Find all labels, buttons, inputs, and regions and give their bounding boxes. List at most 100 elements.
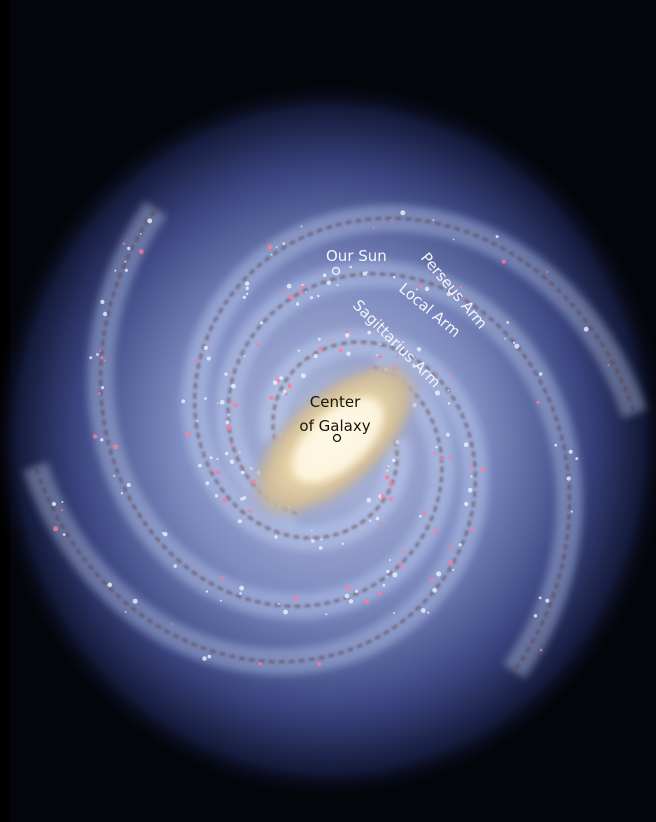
star-knot xyxy=(53,526,59,532)
star-knot xyxy=(127,246,131,251)
star-knot xyxy=(275,246,278,249)
star-knot xyxy=(288,294,294,300)
star-knot xyxy=(463,442,469,448)
star-knot xyxy=(258,661,263,666)
star-knot xyxy=(341,542,345,545)
star-knot xyxy=(446,432,450,437)
star-knot xyxy=(570,510,573,513)
star-knot xyxy=(225,420,230,425)
star-knot xyxy=(242,496,247,500)
star-knot xyxy=(196,419,199,422)
star-knot xyxy=(200,453,203,456)
star-knot xyxy=(107,582,113,588)
star-knot xyxy=(101,386,105,390)
star-knot xyxy=(62,533,66,536)
star-knot xyxy=(344,333,350,338)
star-knot xyxy=(380,494,385,499)
star-knot xyxy=(238,451,241,453)
star-knot xyxy=(244,281,250,286)
star-knot xyxy=(430,578,434,583)
star-knot xyxy=(51,501,57,507)
star-knot xyxy=(274,535,278,539)
star-knot xyxy=(96,353,99,356)
star-knot xyxy=(173,564,177,568)
star-knot xyxy=(185,431,191,436)
star-knot xyxy=(163,532,168,537)
star-knot xyxy=(448,456,453,460)
center-label-line1: Center xyxy=(310,393,361,411)
star-knot xyxy=(242,295,246,299)
star-knot xyxy=(89,356,93,360)
star-knot xyxy=(102,311,108,317)
star-knot xyxy=(506,321,510,324)
star-knot xyxy=(386,569,390,574)
star-knot xyxy=(231,383,236,389)
star-knot xyxy=(379,343,382,345)
star-knot xyxy=(376,354,378,357)
star-knot xyxy=(432,587,437,593)
star-knot xyxy=(369,519,372,522)
sun-marker xyxy=(331,266,341,276)
star-knot xyxy=(318,346,323,351)
star-knot xyxy=(282,242,286,245)
star-knot xyxy=(447,402,451,405)
star-knot xyxy=(313,354,318,358)
star-knot xyxy=(230,444,234,447)
star-knot xyxy=(448,559,454,565)
star-knot xyxy=(392,343,394,346)
star-knot xyxy=(433,529,438,534)
star-knot xyxy=(435,446,438,449)
center-marker xyxy=(332,433,342,443)
star-knot xyxy=(220,599,223,602)
star-knot xyxy=(440,457,444,461)
star-knot xyxy=(512,341,516,344)
star-knot xyxy=(285,392,288,396)
center-label-line2: of Galaxy xyxy=(299,417,370,435)
star-knot xyxy=(422,510,426,515)
star-knot xyxy=(338,348,343,353)
star-knot xyxy=(245,292,249,296)
arm-dust xyxy=(193,216,637,540)
star-knot xyxy=(287,383,292,388)
star-knot xyxy=(389,559,391,561)
star-knot xyxy=(239,585,245,591)
star-knot xyxy=(194,359,198,363)
star-knot xyxy=(382,583,386,587)
star-knot xyxy=(120,492,124,495)
star-knot xyxy=(367,330,372,335)
star-knot xyxy=(434,373,437,376)
star-knot xyxy=(345,329,349,334)
star-knot xyxy=(427,611,430,614)
star-knot xyxy=(311,539,315,543)
star-knot xyxy=(267,244,273,250)
star-knot xyxy=(298,289,303,294)
star-knot xyxy=(480,467,486,472)
star-knot xyxy=(398,563,403,568)
star-knot xyxy=(317,662,322,666)
sun-label: Our Sun xyxy=(326,247,387,265)
star-knot xyxy=(204,397,208,400)
star-knot xyxy=(538,596,542,600)
star-knot xyxy=(114,269,117,272)
star-knot xyxy=(207,654,212,659)
star-knot xyxy=(436,571,442,577)
star-knot xyxy=(467,487,473,493)
star-knot xyxy=(415,288,418,291)
star-knot xyxy=(501,259,506,264)
star-knot xyxy=(322,273,327,278)
star-knot xyxy=(430,484,433,487)
star-knot xyxy=(126,483,131,487)
star-knot xyxy=(393,612,396,615)
star-knot xyxy=(392,275,396,279)
star-knot xyxy=(124,268,128,272)
star-knot xyxy=(539,372,543,376)
star-knot xyxy=(470,475,473,478)
star-knot xyxy=(243,355,246,358)
star-knot xyxy=(434,390,441,396)
star-knot xyxy=(568,449,573,454)
star-knot xyxy=(447,389,450,392)
star-knot xyxy=(336,284,339,287)
star-knot xyxy=(206,356,211,361)
star-knot xyxy=(419,367,421,370)
arm-dust xyxy=(226,272,572,673)
